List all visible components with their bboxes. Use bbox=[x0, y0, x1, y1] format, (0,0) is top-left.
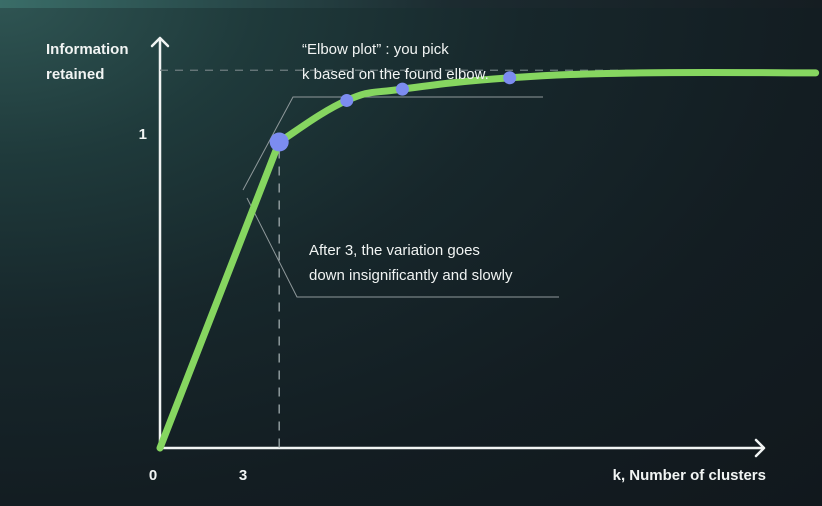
elbow-point-marker bbox=[269, 132, 289, 152]
data-point-marker-2 bbox=[395, 82, 409, 96]
y-tick-label-1: 1 bbox=[139, 126, 147, 143]
annotation-top-line-1: “Elbow plot” : you pick bbox=[302, 41, 449, 58]
annotation-leader-top bbox=[242, 96, 543, 191]
annotation-bottom-line-1: After 3, the variation goes bbox=[309, 242, 480, 259]
annotation-leader-bottom bbox=[246, 197, 559, 298]
series-line-0 bbox=[156, 68, 820, 452]
x-axis-label: k, Number of clusters bbox=[613, 467, 766, 484]
series-layer bbox=[156, 68, 820, 452]
y-axis-label-line-2: retained bbox=[46, 66, 104, 83]
top-accent-bar bbox=[0, 0, 822, 8]
data-point-marker-3 bbox=[503, 71, 517, 85]
x-tick-label-0: 0 bbox=[149, 467, 157, 484]
annotation-bottom-line-2: down insignificantly and slowly bbox=[309, 267, 513, 284]
annotation-top-line-2: k based on the found elbow. bbox=[302, 66, 489, 83]
y-axis-arrow bbox=[150, 36, 170, 48]
data-point-marker-1 bbox=[340, 93, 354, 107]
x-axis-arrow bbox=[754, 438, 766, 458]
x-tick-label-3: 3 bbox=[239, 467, 247, 484]
y-axis-label-line-1: Information bbox=[46, 41, 129, 58]
